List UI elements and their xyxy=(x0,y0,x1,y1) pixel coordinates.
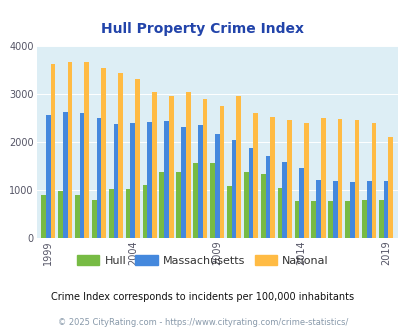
Bar xyxy=(126,189,130,238)
Bar xyxy=(164,121,168,238)
Bar xyxy=(226,186,231,238)
Bar xyxy=(260,175,265,238)
Bar xyxy=(344,201,349,238)
Bar xyxy=(58,191,63,238)
Bar xyxy=(337,119,342,238)
Text: © 2025 CityRating.com - https://www.cityrating.com/crime-statistics/: © 2025 CityRating.com - https://www.city… xyxy=(58,318,347,327)
Bar xyxy=(79,113,84,238)
Bar xyxy=(147,122,151,238)
Bar xyxy=(219,106,224,238)
Bar xyxy=(101,68,106,238)
Bar xyxy=(214,134,219,238)
Bar xyxy=(265,156,270,238)
Bar xyxy=(202,99,207,238)
Bar xyxy=(361,200,366,238)
Bar xyxy=(92,200,96,238)
Bar xyxy=(303,123,308,238)
Bar xyxy=(270,117,274,238)
Bar xyxy=(46,115,51,238)
Bar xyxy=(366,181,371,238)
Bar xyxy=(135,79,140,238)
Bar xyxy=(96,118,101,238)
Text: Hull Property Crime Index: Hull Property Crime Index xyxy=(101,22,304,36)
Bar xyxy=(286,120,291,238)
Bar xyxy=(68,61,72,238)
Text: Crime Index corresponds to incidents per 100,000 inhabitants: Crime Index corresponds to incidents per… xyxy=(51,292,354,302)
Bar xyxy=(371,123,375,238)
Bar xyxy=(388,137,392,238)
Bar xyxy=(168,96,173,238)
Bar xyxy=(113,124,118,238)
Bar xyxy=(294,201,298,238)
Bar xyxy=(349,182,354,238)
Bar xyxy=(378,200,383,238)
Bar xyxy=(332,181,337,238)
Bar xyxy=(236,96,241,238)
Bar xyxy=(328,201,332,238)
Bar xyxy=(151,92,156,238)
Bar xyxy=(185,92,190,238)
Bar xyxy=(277,188,282,238)
Bar xyxy=(51,64,55,238)
Bar xyxy=(130,123,135,238)
Bar xyxy=(41,195,46,238)
Bar xyxy=(181,127,185,238)
Bar xyxy=(311,201,315,238)
Bar xyxy=(354,120,358,238)
Bar xyxy=(159,172,164,238)
Bar xyxy=(176,172,181,238)
Bar xyxy=(75,195,79,238)
Legend: Hull, Massachusetts, National: Hull, Massachusetts, National xyxy=(72,250,333,270)
Bar xyxy=(231,140,236,238)
Bar xyxy=(243,172,248,238)
Bar xyxy=(109,189,113,238)
Bar xyxy=(383,181,388,238)
Bar xyxy=(198,125,202,238)
Bar xyxy=(210,163,214,238)
Bar xyxy=(248,148,253,238)
Bar xyxy=(282,162,286,238)
Bar xyxy=(84,62,89,238)
Bar xyxy=(193,163,198,238)
Bar xyxy=(320,118,325,238)
Bar xyxy=(63,112,68,238)
Bar xyxy=(142,185,147,238)
Bar xyxy=(298,168,303,238)
Bar xyxy=(315,180,320,238)
Bar xyxy=(118,73,123,238)
Bar xyxy=(253,113,258,238)
